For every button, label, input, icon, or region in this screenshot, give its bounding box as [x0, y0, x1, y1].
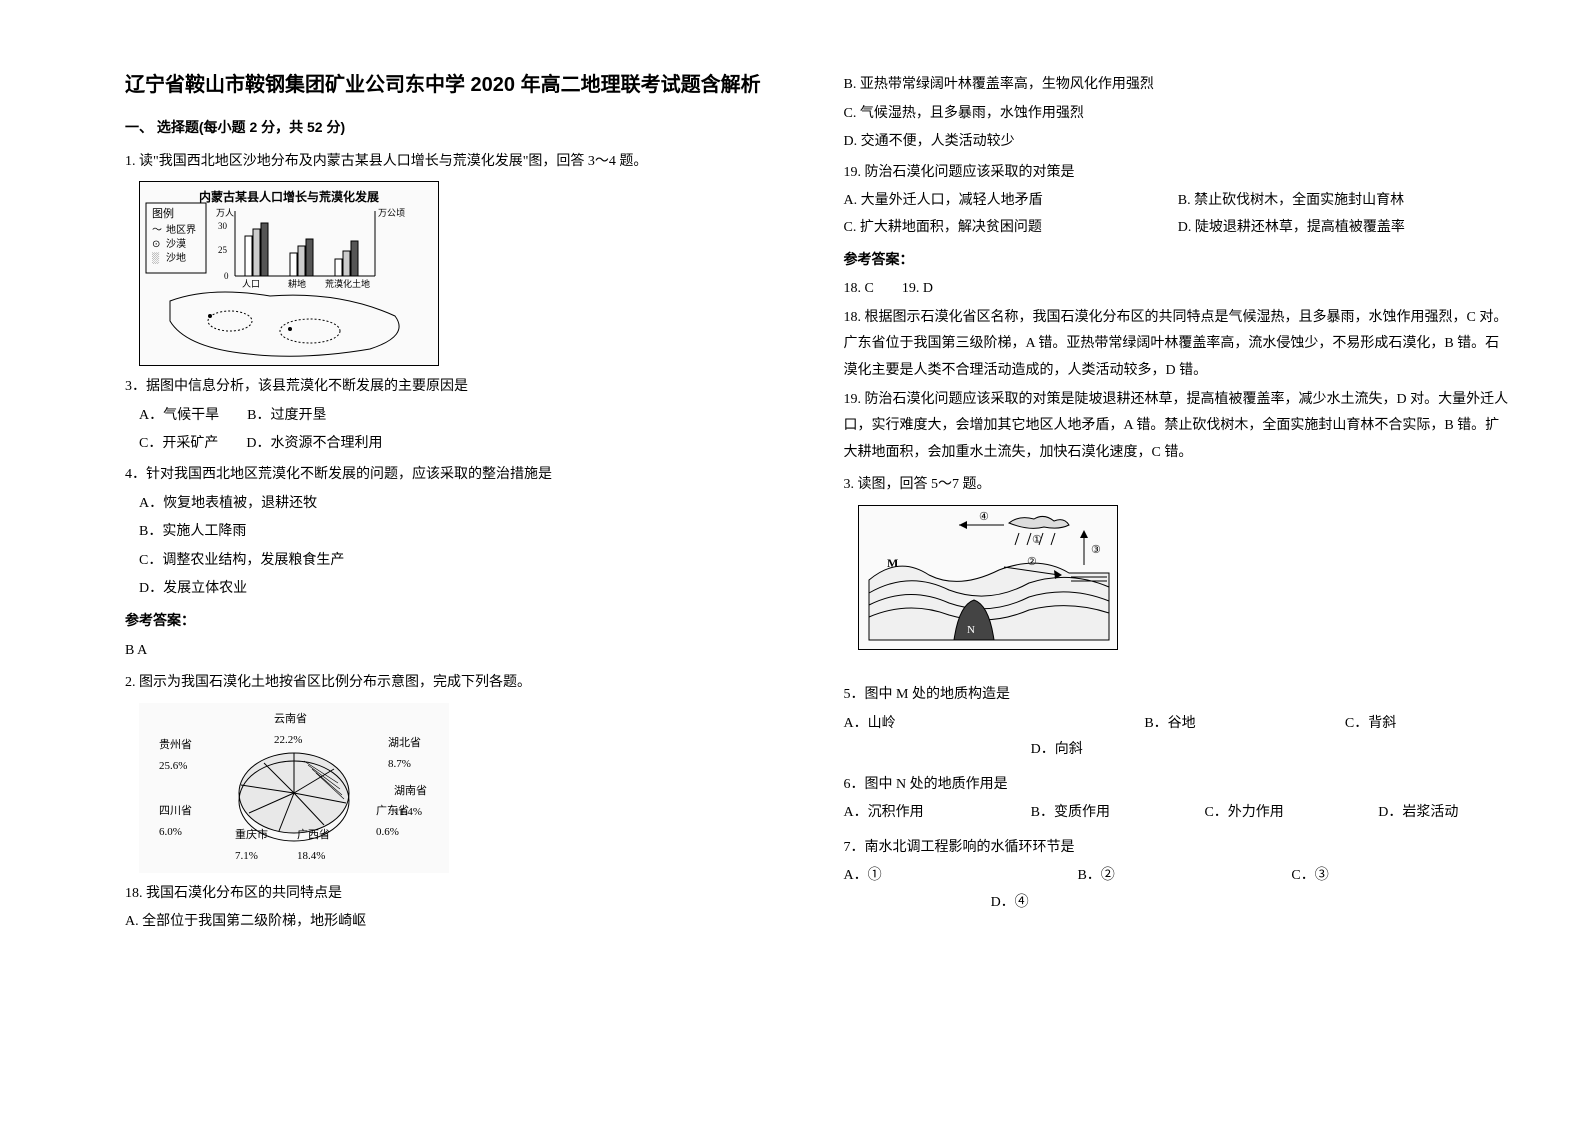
q1-ans: B A	[125, 638, 794, 665]
q2-ans18: 18. C	[844, 281, 874, 296]
q2-ans-line: 18. C 19. D	[844, 276, 1513, 303]
q1-sub3-opt-b: B．过度开垦	[247, 403, 326, 430]
q3-sub7-opt-d: D．④	[991, 895, 1029, 910]
svg-text:30: 30	[218, 221, 228, 231]
q1-stem: 1. 读"我国西北地区沙地分布及内蒙古某县人口增长与荒漠化发展"图，回答 3～4…	[125, 149, 794, 176]
q3-sub7-opt-b: B．②	[1077, 863, 1291, 890]
svg-text:荒漠化土地: 荒漠化土地	[325, 278, 370, 289]
q1-figure-caption: 内蒙古某县人口增长与荒漠化发展	[140, 186, 438, 209]
svg-text:②: ②	[1027, 556, 1037, 568]
q1-sub3-opts-row2: C．开采矿产 D．水资源不合理利用	[125, 431, 794, 458]
spacer	[844, 658, 1513, 678]
svg-text:万公顷: 万公顷	[378, 208, 405, 218]
q1-sub4-opt-a: A．恢复地表植被，退耕还牧	[139, 491, 794, 518]
q2-sub19-row2: C. 扩大耕地面积，解决贫困问题 D. 陡坡退耕还林草，提高植被覆盖率	[844, 215, 1513, 242]
svg-text:0: 0	[224, 271, 229, 281]
q1-sub3-opt-c: C．开采矿产	[139, 431, 218, 458]
q3-sub6-opt-c: C．外力作用	[1204, 800, 1378, 827]
q3-figure: ④ ③ ① N M ②	[858, 505, 1118, 650]
svg-text:④: ④	[979, 511, 989, 523]
q2-sub18-opt-a: A. 全部位于我国第二级阶梯，地形崎岖	[125, 909, 794, 936]
q1-sub4: 4．针对我国西北地区荒漠化不断发展的问题，应该采取的整治措施是	[125, 462, 794, 489]
svg-text:万人: 万人	[216, 208, 234, 218]
q2-exp18: 18. 根据图示石漠化省区名称，我国石漠化分布区的共同特点是气候湿热，且多暴雨，…	[844, 305, 1513, 385]
right-column: B. 亚热带常绿阔叶林覆盖率高，生物风化作用强烈 C. 气候湿热，且多暴雨，水蚀…	[819, 70, 1538, 1092]
pie-guangxi: 广西省18.4%	[297, 825, 330, 867]
svg-text:～: ～	[152, 225, 162, 236]
q3-sub7-opt-c: C．③	[1291, 863, 1328, 890]
q1-sub4-opt-d: D．发展立体农业	[139, 576, 794, 603]
left-column: 辽宁省鞍山市鞍钢集团矿业公司东中学 2020 年高二地理联考试题含解析 一、 选…	[100, 70, 819, 1092]
svg-text:25: 25	[218, 245, 228, 255]
pie-guizhou: 贵州省25.6%	[159, 735, 192, 777]
q3-sub7: 7．南水北调工程影响的水循环环节是	[844, 835, 1513, 862]
q2-exp19: 19. 防治石漠化问题应该采取的对策是陡坡退耕还林草，提高植被覆盖率，减少水土流…	[844, 387, 1513, 467]
q3-sub5-opts: A．山岭 B．谷地 C．背斜 D．向斜	[844, 711, 1513, 764]
q3-figure-svg: ④ ③ ① N M ②	[859, 505, 1117, 650]
q3-sub5-opt-c: C．背斜	[1345, 711, 1396, 738]
q2-sub19-opt-b: B. 禁止砍伐树木，全面实施封山育林	[1178, 188, 1512, 215]
q2-sub19-opt-a: A. 大量外迁人口，减轻人地矛盾	[844, 188, 1178, 215]
svg-text:地区界: 地区界	[166, 223, 196, 236]
svg-text:░: ░	[152, 252, 159, 264]
q2-sub19-row1: A. 大量外迁人口，减轻人地矛盾 B. 禁止砍伐树木，全面实施封山育林	[844, 188, 1513, 215]
svg-text:耕地: 耕地	[288, 278, 306, 289]
q2-sub18: 18. 我国石漠化分布区的共同特点是	[125, 881, 794, 908]
q2-sub19-opt-d: D. 陡坡退耕还林草，提高植被覆盖率	[1178, 215, 1512, 242]
svg-text:M: M	[887, 556, 898, 570]
q3-sub6-opt-d: D．岩浆活动	[1378, 800, 1458, 827]
pie-chongqing: 重庆市7.1%	[235, 825, 268, 867]
q1-sub4-opt-c: C．调整农业结构，发展粮食生产	[139, 548, 794, 575]
q3-sub7-opts: A．① B．② C．③ D．④	[844, 863, 1513, 916]
q2-sub19-opt-c: C. 扩大耕地面积，解决贫困问题	[844, 215, 1178, 242]
q3-sub6-opt-b: B．变质作用	[1031, 800, 1205, 827]
svg-text:⊙: ⊙	[152, 239, 160, 250]
cloud-icon	[1009, 516, 1069, 528]
q2-sub19: 19. 防治石漠化问题应该采取的对策是	[844, 160, 1513, 187]
q1-sub4-opt-b: B．实施人工降雨	[139, 519, 794, 546]
pie-yunnan: 云南省22.2%	[274, 709, 307, 751]
q2-ans-head: 参考答案：	[844, 248, 1513, 275]
svg-text:③: ③	[1091, 544, 1101, 556]
q2-figure: 云南省22.2% 湖北省8.7% 湖南省11.4% 广东省0.6% 广西省18.…	[139, 703, 449, 873]
svg-text:沙地: 沙地	[166, 251, 186, 264]
bar-group-2	[290, 239, 313, 276]
q3-sub5-opt-d: D．向斜	[1031, 742, 1083, 757]
q1-sub3: 3．据图中信息分析，该县荒漠化不断发展的主要原因是	[125, 374, 794, 401]
pie-hubei: 湖北省8.7%	[388, 733, 421, 775]
q2-sub18-opt-d: D. 交通不便，人类活动较少	[844, 129, 1513, 156]
q3-sub6-opt-a: A．沉积作用	[844, 800, 1031, 827]
q3-stem: 3. 读图，回答 5～7 题。	[844, 472, 1513, 499]
q3-sub5-opt-b: B．谷地	[1144, 711, 1345, 738]
svg-text:①: ①	[1032, 534, 1042, 546]
svg-text:沙漠: 沙漠	[166, 238, 186, 250]
q3-sub6: 6．图中 N 处的地质作用是	[844, 772, 1513, 799]
section-heading: 一、 选择题(每小题 2 分，共 52 分)	[125, 114, 794, 141]
bar-group-1	[245, 223, 268, 276]
q2-ans19: 19. D	[902, 281, 933, 296]
q3-sub5-opt-a: A．山岭	[844, 711, 1145, 738]
svg-text:N: N	[967, 624, 975, 636]
q3-sub6-opts: A．沉积作用 B．变质作用 C．外力作用 D．岩浆活动	[844, 800, 1513, 827]
q2-stem: 2. 图示为我国石漠化土地按省区比例分布示意图，完成下列各题。	[125, 670, 794, 697]
bar-group-3	[335, 241, 358, 276]
doc-title: 辽宁省鞍山市鞍钢集团矿业公司东中学 2020 年高二地理联考试题含解析	[125, 70, 794, 100]
q2-sub18-opt-b: B. 亚热带常绿阔叶林覆盖率高，生物风化作用强烈	[844, 72, 1513, 99]
q1-sub3-opts-row1: A．气候干旱 B．过度开垦	[125, 403, 794, 430]
q1-sub3-opt-a: A．气候干旱	[139, 403, 219, 430]
q1-ans-head: 参考答案：	[125, 609, 794, 636]
pie-guangdong: 广东省0.6%	[376, 801, 409, 843]
svg-text:人口: 人口	[242, 279, 260, 289]
q3-sub5: 5．图中 M 处的地质构造是	[844, 682, 1513, 709]
q2-sub18-opt-c: C. 气候湿热，且多暴雨，水蚀作用强烈	[844, 101, 1513, 128]
pie-sichuan: 四川省6.0%	[159, 801, 192, 843]
q1-figure: 内蒙古某县人口增长与荒漠化发展 图例 ～ 地区界 ⊙ 沙漠 ░ 沙地 万人 万公…	[139, 181, 439, 366]
q1-sub3-opt-d: D．水资源不合理利用	[246, 431, 382, 458]
q3-sub7-opt-a: A．①	[844, 863, 1078, 890]
